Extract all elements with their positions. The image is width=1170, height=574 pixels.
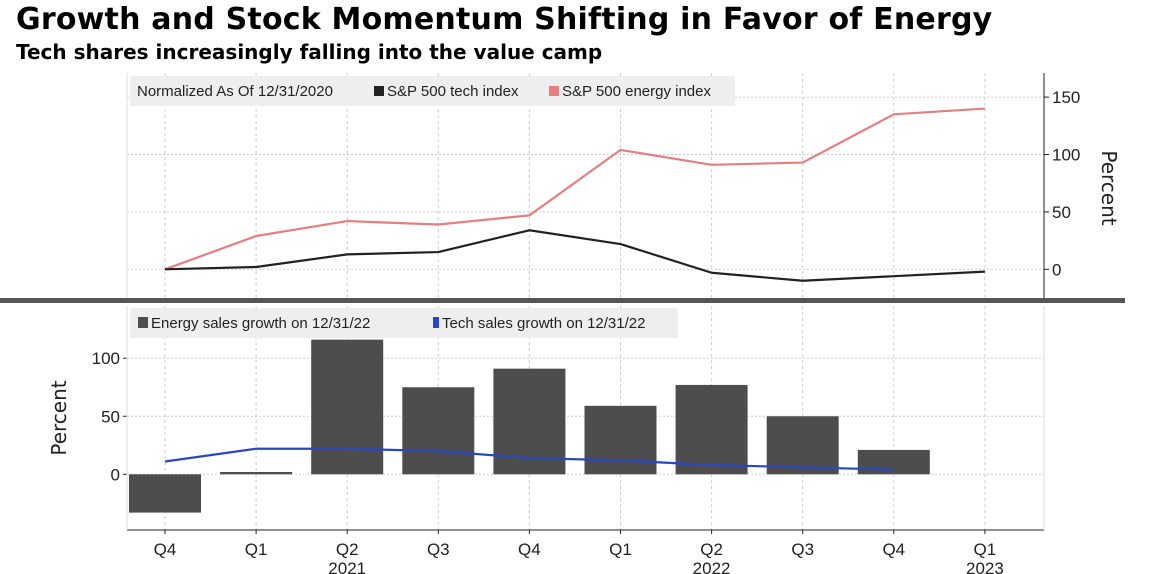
legend-label-tech-sales: Tech sales growth on 12/31/22 (442, 315, 645, 332)
x-tick-label: Q4 (518, 540, 541, 559)
legend-swatch-energy-sales (138, 317, 148, 328)
x-tick-label: Q4 (154, 540, 177, 559)
bottom-y-axis-label: Percent (47, 380, 71, 455)
top-y-axis-label: Percent (1097, 150, 1121, 225)
top-legend-bg (130, 76, 735, 106)
legend-swatch-tech-sales (433, 317, 439, 328)
top-legend-title: Normalized As Of 12/31/2020 (137, 83, 333, 100)
chart-title: Growth and Stock Momentum Shifting in Fa… (16, 2, 993, 37)
top-y-tick-label: 0 (1052, 260, 1061, 279)
x-tick-label: Q4 (882, 540, 905, 559)
x-tick-label: Q1 (245, 540, 268, 559)
panel-divider (0, 298, 1125, 303)
x-year-label: 2023 (966, 559, 1004, 574)
legend-swatch-energy-index (549, 86, 559, 96)
x-tick-label: Q1 (974, 540, 997, 559)
tech-index-line (164, 229, 985, 282)
bottom-y-tick-label: 0 (111, 465, 120, 484)
energy-sales-bar (129, 474, 201, 513)
x-tick-label: Q2 (700, 540, 723, 559)
chart-subtitle: Tech shares increasingly falling into th… (16, 40, 603, 64)
x-tick-label: Q3 (427, 540, 450, 559)
energy-sales-bar (675, 384, 748, 475)
legend-label-energy-sales: Energy sales growth on 12/31/22 (151, 315, 370, 332)
energy-sales-bar (220, 471, 293, 475)
bottom-y-tick-label: 100 (92, 349, 120, 368)
energy-sales-bar (584, 405, 657, 475)
energy-index-line (164, 107, 985, 271)
x-year-label: 2021 (328, 559, 366, 574)
x-tick-label: Q1 (609, 540, 632, 559)
energy-sales-bar (766, 416, 839, 475)
energy-sales-bar (402, 387, 475, 475)
legend-label-energy-index: S&P 500 energy index (562, 83, 711, 100)
top-y-tick-label: 100 (1052, 146, 1080, 165)
legend-label-tech-index: S&P 500 tech index (387, 83, 519, 100)
bottom-legend-bg (130, 308, 678, 338)
top-y-tick-label: 150 (1052, 88, 1080, 107)
x-year-label: 2022 (693, 559, 731, 574)
legend-swatch-tech-index (374, 86, 384, 96)
energy-sales-bar (857, 449, 930, 475)
top-y-tick-label: 50 (1052, 203, 1071, 222)
x-tick-label: Q3 (791, 540, 814, 559)
energy-sales-bar (311, 339, 384, 475)
bottom-y-tick-label: 50 (101, 407, 120, 426)
x-tick-label: Q2 (336, 540, 359, 559)
